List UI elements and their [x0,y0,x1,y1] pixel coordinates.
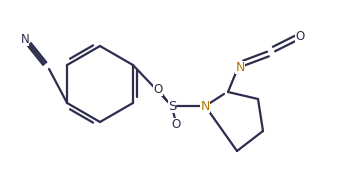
Text: O: O [153,83,163,96]
Text: O: O [295,30,305,42]
Text: N: N [235,61,245,74]
Text: N: N [21,33,29,45]
Text: O: O [171,117,181,130]
Text: S: S [168,100,176,112]
Text: N: N [200,100,210,112]
